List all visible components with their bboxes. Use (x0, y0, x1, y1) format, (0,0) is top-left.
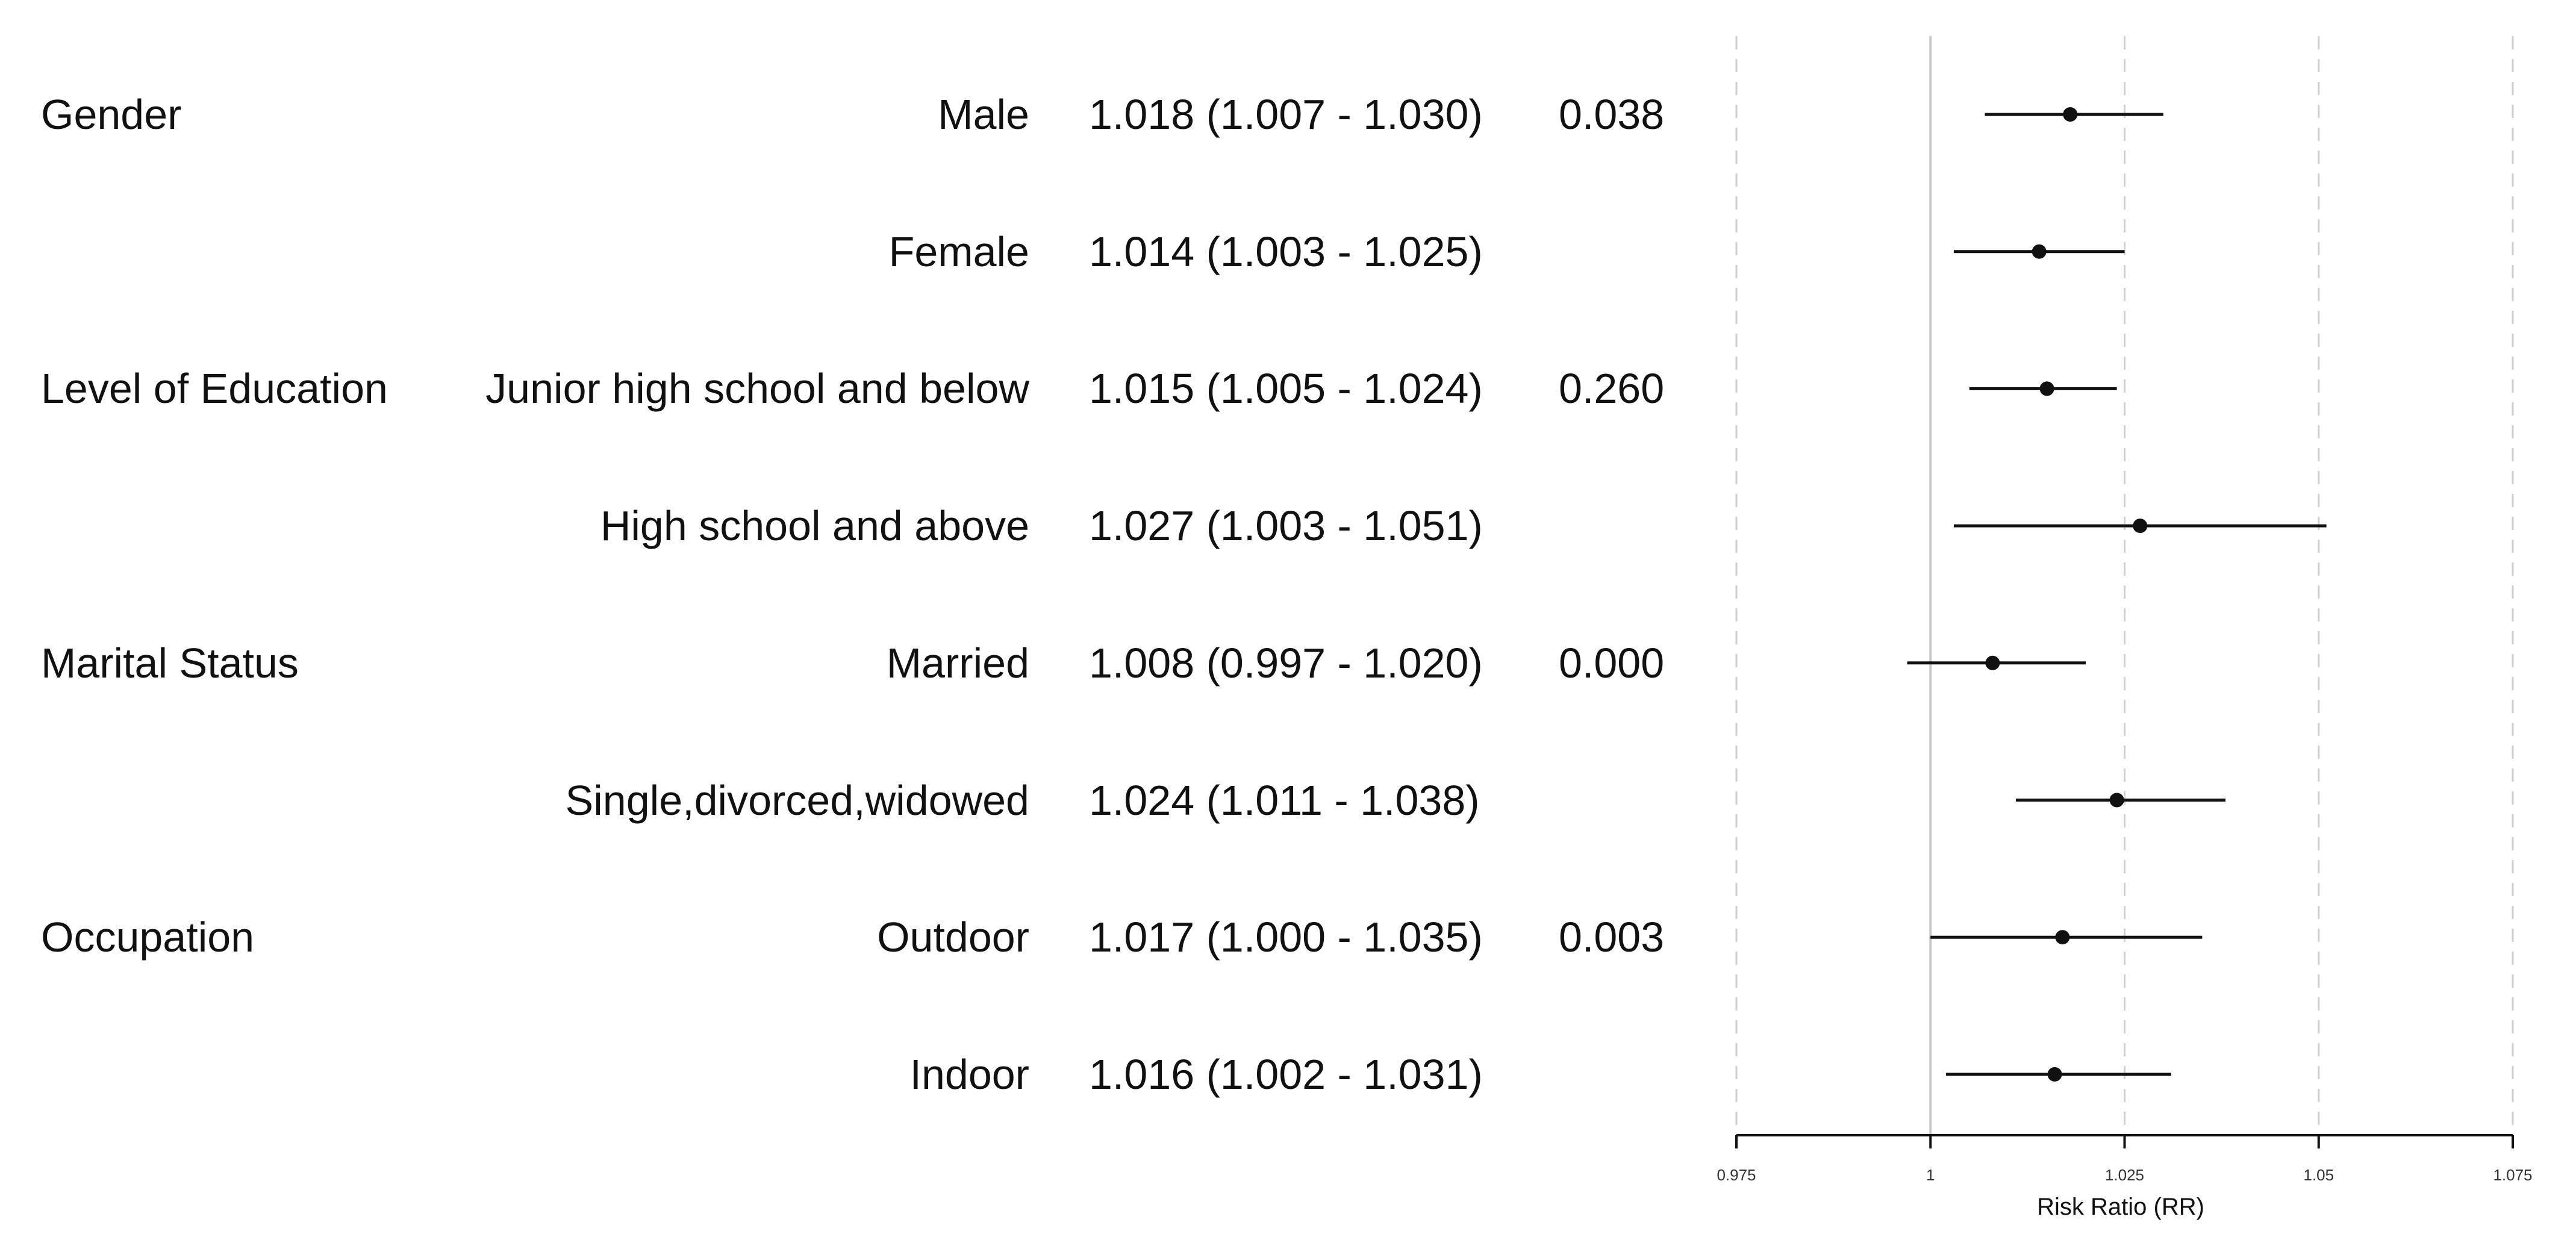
point-estimate (2055, 930, 2070, 945)
x-tick-label: 1.05 (2303, 1166, 2334, 1184)
estimate-text: 1.014 (1.003 - 1.025) (1089, 228, 1483, 275)
subgroup-label: Female (888, 228, 1029, 275)
group-label: Occupation (41, 914, 255, 961)
p-value: 0.000 (1559, 639, 1665, 687)
point-estimate (2039, 381, 2054, 396)
x-tick-label: 1.025 (2105, 1166, 2144, 1184)
p-value: 0.038 (1559, 91, 1665, 138)
x-axis-label: Risk Ratio (RR) (2037, 1194, 2204, 1220)
point-estimate (2063, 107, 2078, 122)
estimate-text: 1.018 (1.007 - 1.030) (1089, 91, 1483, 138)
subgroup-label: Married (886, 639, 1029, 687)
estimate-text: 1.024 (1.011 - 1.038) (1089, 776, 1480, 824)
estimate-text: 1.008 (0.997 - 1.020) (1089, 639, 1483, 687)
subgroup-label: Junior high school and below (485, 365, 1029, 413)
subgroup-label: High school and above (600, 502, 1029, 550)
x-tick-label: 0.975 (1717, 1166, 1756, 1184)
point-estimate (2109, 793, 2124, 808)
estimate-text: 1.016 (1.002 - 1.031) (1089, 1050, 1483, 1098)
point-estimate (2032, 244, 2047, 259)
x-tick-label: 1.075 (2493, 1166, 2532, 1184)
point-estimate (1985, 655, 2000, 670)
subgroup-label: Indoor (909, 1050, 1029, 1098)
estimate-text: 1.027 (1.003 - 1.051) (1089, 502, 1483, 550)
point-estimate (2047, 1067, 2062, 1082)
estimate-text: 1.015 (1.005 - 1.024) (1089, 365, 1483, 413)
subgroup-label: Outdoor (877, 914, 1029, 961)
group-label: Marital Status (41, 639, 299, 687)
estimate-text: 1.017 (1.000 - 1.035) (1089, 914, 1483, 961)
subgroup-label: Single,divorced,widowed (565, 776, 1029, 824)
p-value: 0.260 (1559, 365, 1665, 413)
point-estimate (2133, 519, 2148, 534)
subgroup-label: Male (938, 91, 1029, 138)
group-label: Level of Education (41, 365, 388, 413)
group-label: Gender (41, 91, 182, 138)
x-tick-label: 1 (1926, 1166, 1935, 1184)
p-value: 0.003 (1559, 914, 1665, 961)
